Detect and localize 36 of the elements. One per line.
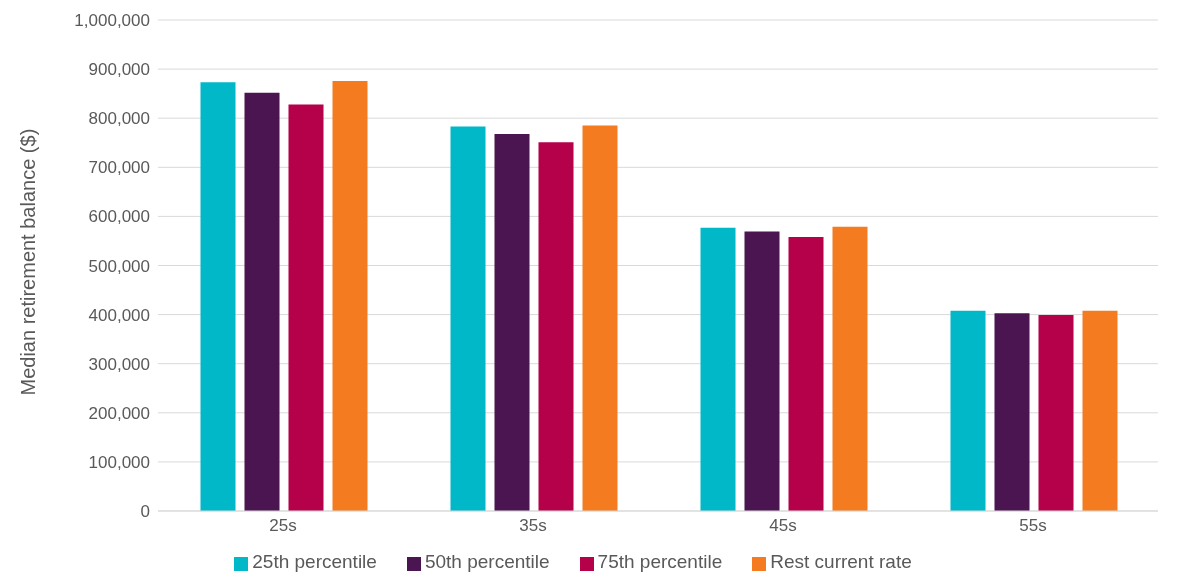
bar [1082,310,1118,511]
bar [788,237,824,511]
bar [700,227,736,511]
bar [288,104,324,511]
y-tick-label: 400,000 [88,305,150,325]
legend-label: 25th percentile [252,551,377,572]
x-tick-label: 45s [769,516,797,536]
y-tick-label: 600,000 [88,207,150,227]
bar [450,126,486,511]
x-tick-label: 55s [1019,516,1047,536]
y-axis-title: Median retirement balance ($) [17,128,40,396]
x-tick-label: 35s [519,516,547,536]
y-tick-label: 300,000 [88,354,150,374]
bar [494,133,530,511]
y-tick-label: 0 [140,502,150,522]
bar [332,80,368,511]
bar [582,125,618,511]
bar [244,92,280,511]
y-tick-label: 500,000 [88,256,150,276]
y-tick-label: 100,000 [88,452,150,472]
legend-label: Rest current rate [770,551,912,572]
bar [994,313,1030,511]
bar [744,231,780,511]
legend-label: 50th percentile [424,551,550,572]
legend-label: 75th percentile [597,551,723,572]
y-tick-label: 200,000 [88,403,150,423]
y-tick-label: 900,000 [88,60,150,80]
y-tick-label: 800,000 [88,109,150,129]
bar [832,226,868,511]
bar [950,310,986,511]
y-tick-label: 1,000,000 [74,11,150,31]
y-tick-label: 700,000 [88,158,150,178]
bar [538,142,574,511]
bar [200,82,236,511]
bar [1038,315,1074,511]
x-tick-label: 25s [269,516,297,536]
